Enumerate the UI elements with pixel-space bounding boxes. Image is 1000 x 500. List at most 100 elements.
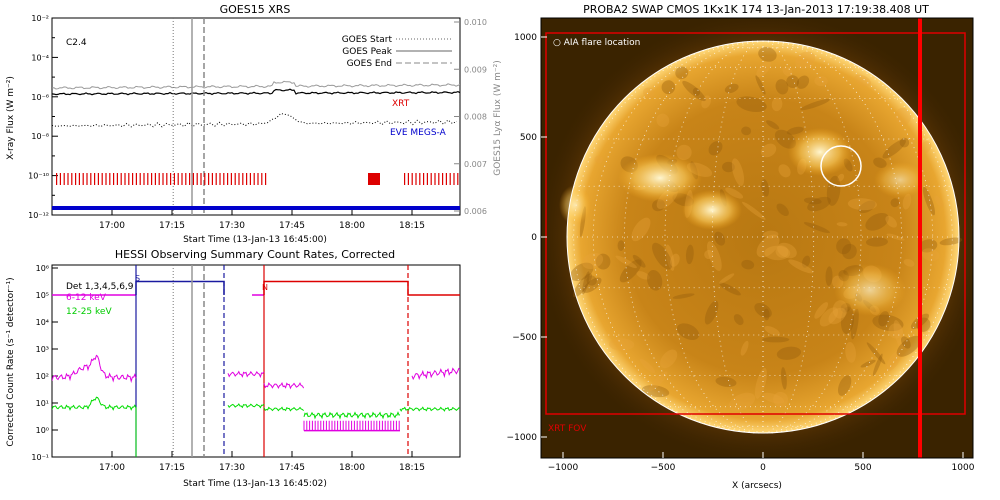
solar-texture-blob — [725, 187, 744, 199]
solar-texture-blob — [718, 273, 735, 284]
solar-texture-blob — [773, 391, 789, 408]
xrt-coverage-tick — [426, 173, 428, 185]
xrt-coverage-tick — [411, 173, 413, 185]
solar-texture-blob — [878, 311, 890, 327]
swap-ytick-label: −1000 — [507, 433, 538, 443]
xrt-coverage-tick — [71, 173, 73, 185]
hessi-xlabel: Start Time (13-Jan-13 16:45:02) — [183, 479, 327, 489]
hessi-ylabel: Corrected Count Rate (s⁻¹ detector⁻¹) — [6, 277, 16, 446]
swap-ytick-label: 500 — [520, 133, 537, 143]
goes-panel: GOES15 XRS 10⁻² 10⁻⁴ 10⁻⁶ 10⁻⁸ 10⁻¹⁰ 10⁻¹² 0.0… — [6, 3, 503, 245]
xrt-coverage-tick — [211, 173, 213, 185]
goes-xtick-label: 18:15 — [399, 221, 425, 231]
xrt-coverage-tick — [200, 173, 202, 185]
xrt-coverage-tick — [177, 173, 179, 185]
solar-texture-blob — [701, 95, 712, 109]
hessi-low-energy-comb — [303, 420, 400, 432]
goes-ytick-label: 10⁻¹² — [28, 211, 49, 220]
solar-texture-blob — [615, 255, 637, 269]
solar-texture-blob — [886, 233, 905, 241]
xrt-coverage-tick — [449, 173, 451, 185]
hessi-legend-high: 12-25 keV — [66, 307, 112, 317]
solar-texture-blob — [775, 79, 789, 95]
solar-texture-blob — [619, 259, 642, 283]
active-region-west — [874, 162, 926, 198]
hessi-ticks: 10⁶ 10⁵ 10⁴ 10³ 10² 10¹ 10⁰ 10⁻¹ 17:00 17:15 17:30… — [31, 264, 425, 473]
active-region-flare — [788, 128, 852, 176]
goes-xrt-label: XRT — [392, 99, 410, 109]
aia-flare-location-circle — [820, 145, 862, 187]
solar-texture-blob — [764, 245, 791, 261]
heliographic-grid — [567, 40, 959, 434]
solar-texture-blob — [814, 302, 829, 319]
xrt-coverage-tick — [234, 173, 236, 185]
solar-texture-blob — [777, 242, 797, 259]
solar-texture-blob — [920, 141, 932, 154]
xrt-coverage-tick — [223, 173, 225, 185]
goes-legend-peak: GOES Peak — [342, 47, 392, 57]
xrt-coverage-tick — [189, 173, 191, 185]
xrt-coverage-tick — [59, 173, 61, 185]
solar-texture-blob — [656, 113, 670, 128]
solar-texture-blob — [741, 126, 752, 136]
solar-texture-blob — [866, 342, 886, 365]
xrt-coverage-tick — [265, 173, 267, 185]
hessi-high-energy-curve-3 — [263, 406, 304, 412]
solar-texture-blob — [646, 269, 663, 291]
solar-texture-blob — [865, 237, 888, 247]
hessi-xtick-label: 18:15 — [399, 463, 425, 473]
swap-legend-aia: ○ AIA flare location — [553, 38, 640, 48]
goes-xlabel: Start Time (13-Jan-13 16:45:00) — [183, 235, 327, 245]
goes-short-channel-curve — [52, 88, 460, 96]
xrt-coverage-tick — [132, 173, 134, 185]
xrt-coverage-tick — [78, 173, 80, 185]
hessi-marker-n: N — [262, 283, 268, 292]
goes-ytick-label: 10⁻⁸ — [31, 132, 49, 141]
hessi-low-energy-curve-4 — [411, 367, 460, 381]
solar-texture-blob — [704, 249, 714, 260]
hessi-legend: Det 1,3,4,5,6,9 6-12 keV 12-25 keV — [66, 282, 134, 317]
xrt-coverage-tick — [124, 173, 126, 185]
goes-ytick-right-label: 0.009 — [464, 65, 487, 74]
solar-texture-blob — [714, 231, 726, 246]
solar-texture-blob — [636, 271, 650, 280]
goes-legend: GOES Start GOES Peak GOES End — [342, 35, 452, 69]
hessi-panel: HESSI Observing Summary Count Rates, Cor… — [6, 248, 461, 489]
xrt-coverage-tick — [147, 173, 149, 185]
solar-texture-blob — [715, 376, 737, 387]
solar-texture-blob — [934, 195, 944, 207]
eve-megs-a-coverage — [52, 206, 460, 210]
hessi-ytick-label: 10¹ — [36, 399, 49, 408]
active-region-southwest — [834, 264, 906, 316]
goes-legend-end: GOES End — [347, 59, 392, 69]
solar-texture-blob — [762, 230, 779, 239]
hessi-high-energy-curve-5 — [399, 406, 460, 412]
xrt-coverage-tick — [423, 173, 425, 185]
limb-brightening-east — [559, 185, 591, 225]
swap-ytick-label: 1000 — [514, 33, 537, 43]
xrt-coverage-tick — [257, 173, 259, 185]
solar-texture-blob — [825, 266, 833, 286]
solar-texture-blob — [763, 308, 770, 321]
solar-texture-blob — [873, 157, 887, 168]
xrt-coverage-tick — [208, 173, 210, 185]
xrt-coverage-tick — [430, 173, 432, 185]
goes-xtick-label: 17:00 — [99, 221, 125, 231]
swap-legend-xrt: XRT FOV — [548, 424, 587, 434]
xrt-coverage-tick — [109, 173, 111, 185]
solar-texture-blob — [740, 340, 749, 356]
xrt-coverage-tick — [438, 173, 440, 185]
swap-xlabel: X (arcsecs) — [732, 481, 782, 491]
xrt-coverage-tick — [94, 173, 96, 185]
xrt-coverage-tick — [249, 173, 251, 185]
solar-texture-blob — [781, 367, 787, 390]
xrt-coverage-tick — [63, 173, 65, 185]
solar-texture-blob — [786, 126, 804, 135]
solar-texture-blob — [895, 107, 911, 125]
solar-texture-blob — [708, 141, 723, 156]
hessi-xtick-label: 17:30 — [219, 463, 245, 473]
solar-texture-blob — [764, 325, 780, 336]
solar-texture-blob — [890, 198, 900, 208]
xrt-coverage-tick — [162, 173, 164, 185]
